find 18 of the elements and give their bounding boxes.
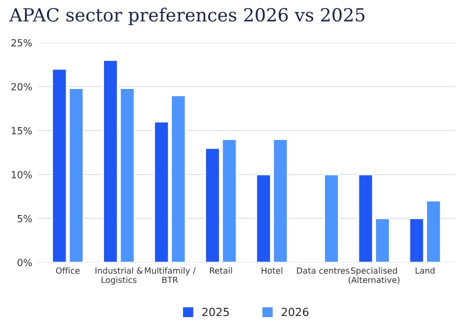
x-tick-label: Data centres: [297, 268, 350, 274]
y-tick-label: 5%: [18, 214, 32, 222]
x-tick-label: Specialised (Alternative): [348, 267, 400, 284]
x-tick-label: Hotel: [262, 267, 282, 274]
y-tick-label: 25%: [11, 39, 32, 46]
y-tick-label: 0%: [18, 258, 32, 266]
x-tick-label: Land: [416, 267, 434, 274]
legend-label: 2026: [282, 308, 308, 316]
legend-label: 2025: [202, 308, 229, 316]
x-tick-label: Multifamily / BTR: [144, 267, 196, 283]
y-tick-label: 10%: [12, 170, 32, 178]
y-tick-label: 20%: [11, 83, 32, 90]
bar: [324, 174, 340, 262]
x-tick-label: Industrial & Logistics: [96, 267, 143, 285]
y-tick-label: 15%: [12, 127, 32, 134]
x-tick-label: Office: [56, 267, 80, 274]
x-tick-label: Retail: [210, 267, 232, 274]
chart-title: APAC sector preferences 2026 vs 2025: [9, 8, 364, 26]
